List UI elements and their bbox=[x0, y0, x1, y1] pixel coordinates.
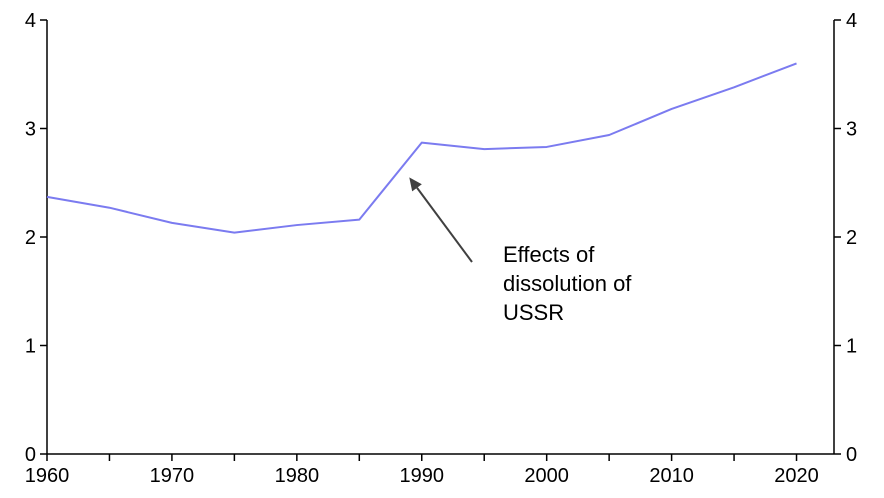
y-tick-label-left: 3 bbox=[25, 119, 36, 141]
annotation-arrow-head bbox=[409, 177, 422, 192]
y-tick-label-left: 2 bbox=[25, 227, 36, 249]
annotation-arrow-shaft bbox=[416, 187, 473, 263]
y-tick-label-right: 1 bbox=[846, 336, 857, 358]
x-tick-label: 1990 bbox=[400, 465, 445, 487]
series-line bbox=[46, 62, 797, 234]
y-tick-label-left: 4 bbox=[25, 10, 36, 32]
series-group bbox=[46, 62, 797, 234]
y-tick-label-right: 0 bbox=[846, 444, 857, 466]
x-tick-label: 2010 bbox=[649, 465, 694, 487]
annotation-line-2: dissolution of bbox=[503, 271, 632, 296]
x-tick-label: 1960 bbox=[25, 465, 70, 487]
x-tick-label: 2000 bbox=[524, 465, 569, 487]
annotation-group: Effects of dissolution of USSR bbox=[409, 177, 632, 325]
y-tick-label-right: 2 bbox=[846, 227, 857, 249]
x-tick-label: 1980 bbox=[275, 465, 320, 487]
y-tick-label-right: 3 bbox=[846, 119, 857, 141]
x-tick-label: 2020 bbox=[774, 465, 819, 487]
y-tick-label-left: 0 bbox=[25, 444, 36, 466]
x-tick-label: 1970 bbox=[150, 465, 195, 487]
y-tick-label-right: 4 bbox=[846, 10, 857, 32]
axes bbox=[46, 20, 835, 455]
annotation-line-3: USSR bbox=[503, 300, 564, 325]
tick-marks bbox=[40, 19, 841, 461]
tick-labels: 1960 1970 1980 1990 2000 2010 2020 0 1 2 3 4 0 1 2 3 4 bbox=[25, 10, 857, 487]
annotation-line-1: Effects of bbox=[503, 242, 595, 267]
y-tick-label-left: 1 bbox=[25, 336, 36, 358]
